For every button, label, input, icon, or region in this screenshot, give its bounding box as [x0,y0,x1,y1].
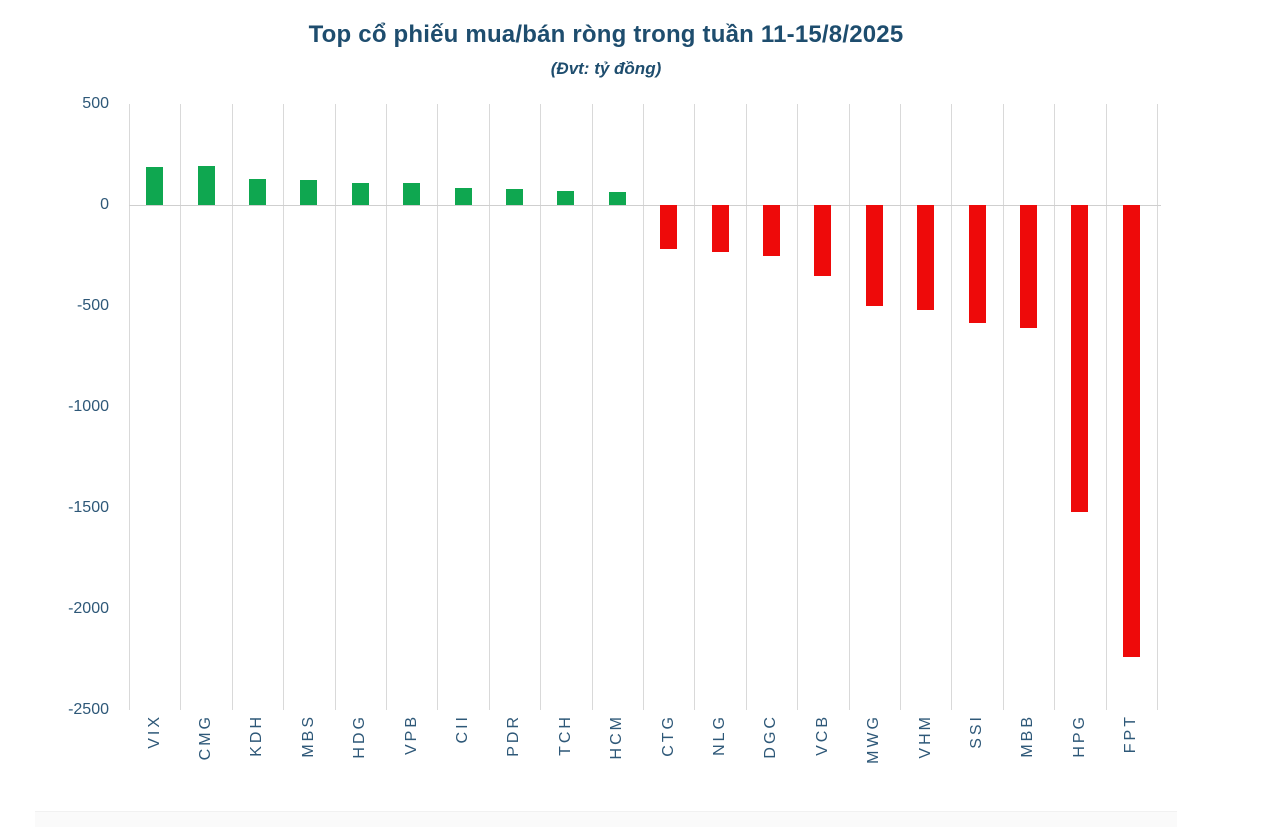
x-tick-VIX: VIX [145,714,163,749]
vertical-gridline [643,104,644,710]
vertical-gridline [488,104,490,710]
bar-HCM [608,192,626,205]
x-tick-DGC: DGC [762,714,780,759]
y-tick--1500: -1500 [68,499,109,516]
vertical-gridline [591,104,593,710]
chart-title: Top cổ phiếu mua/bán ròng trong tuần 11-… [308,21,904,48]
bar-KDH [249,179,266,205]
vertical-gridline [848,104,850,710]
vertical-gridline [745,104,747,710]
x-tick-KDH: KDH [248,714,266,757]
x-tick-FPT: FPT [1122,714,1140,754]
y-tick--500: -500 [76,297,109,314]
x-tick-VCB: VCB [813,714,831,756]
bar-FPT [1122,205,1140,658]
vertical-gridline [231,104,233,710]
bar-NLG [711,205,729,252]
y-tick-0: 0 [100,196,109,213]
vertical-gridline [180,104,182,710]
bar-TCH [557,190,575,205]
bar-VPB [403,182,421,205]
vertical-gridline [694,104,696,710]
x-tick-VHM: VHM [916,714,934,759]
bar-PDR [506,189,523,205]
vertical-gridline [797,104,799,710]
bar-HDG [351,183,369,205]
x-tick-SSI: SSI [968,714,986,749]
vertical-gridline [951,104,953,710]
plot-area [129,104,1161,710]
vertical-gridline [437,104,439,710]
bar-CII [454,188,472,205]
bar-MWG [865,205,883,306]
bottom-panel-edge [35,811,1177,827]
vertical-gridline [129,104,130,710]
vertical-gridline [386,104,387,710]
bar-HPG [1071,205,1089,512]
zero-axis-line [129,205,1161,206]
bar-SSI [968,205,986,323]
x-tick-NLG: NLG [711,714,729,756]
x-tick-TCH: TCH [556,714,574,756]
bar-DGC [763,205,780,256]
vertical-gridline [540,104,542,710]
x-tick-HPG: HPG [1070,714,1088,758]
vertical-gridline [1002,104,1004,710]
x-tick-CMG: CMG [197,714,215,761]
vertical-gridline [1105,104,1107,710]
x-tick-MBB: MBB [1019,714,1037,758]
vertical-gridline [1054,104,1056,710]
x-tick-HDG: HDG [351,714,369,759]
chart-subtitle: (Đvt: tỷ đồng) [550,59,662,78]
bar-CMG [197,165,215,205]
bar-VIX [146,167,164,205]
x-tick-VPB: VPB [402,714,420,756]
x-tick-PDR: PDR [505,714,523,757]
vertical-gridline [334,104,336,710]
bar-MBS [300,180,318,205]
bar-CTG [660,205,678,250]
y-tick--2500: -2500 [68,701,109,718]
bar-MBB [1020,205,1037,329]
bar-VHM [917,205,935,310]
vertical-gridline [283,104,285,710]
x-tick-HCM: HCM [608,714,626,760]
x-tick-MBS: MBS [299,714,317,758]
y-tick--1000: -1000 [68,398,109,415]
bar-VCB [814,205,832,276]
y-tick-500: 500 [82,95,109,112]
x-tick-CII: CII [454,714,472,744]
vertical-gridline [900,104,901,710]
x-tick-MWG: MWG [865,714,883,764]
x-tick-CTG: CTG [659,714,677,757]
vertical-gridline [1157,104,1158,710]
y-tick--2000: -2000 [68,600,109,617]
